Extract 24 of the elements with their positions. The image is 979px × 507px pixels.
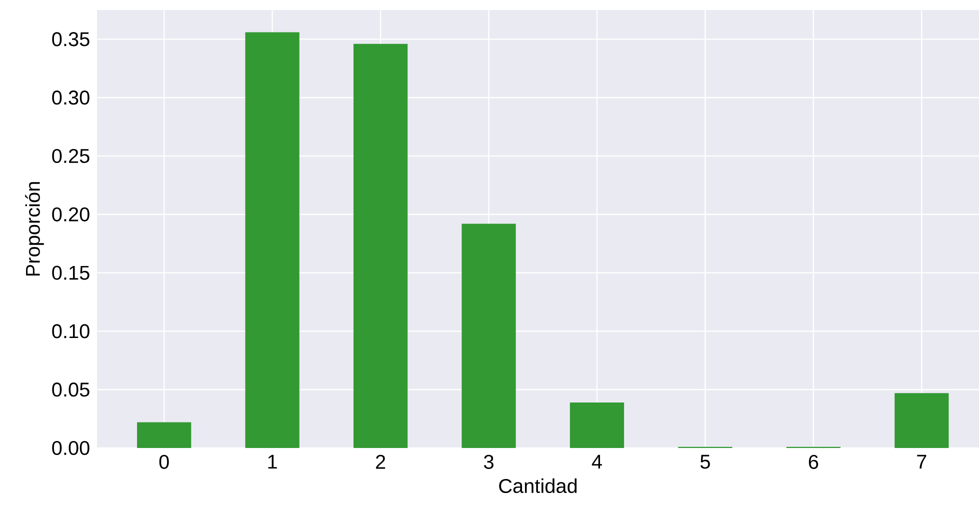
x-tick-label: 1 xyxy=(268,454,277,469)
y-tick-label: 0.25 xyxy=(52,148,90,164)
x-tick-label: 6 xyxy=(808,454,818,469)
x-tick-label: 2 xyxy=(376,454,386,469)
bar xyxy=(570,402,624,448)
bar xyxy=(137,422,192,448)
y-tick-label: 0.20 xyxy=(52,207,90,222)
x-axis-title: Cantidad xyxy=(499,478,577,494)
y-axis-title: Proporción xyxy=(25,182,44,276)
y-tick-label: 0.10 xyxy=(52,324,90,338)
x-tick-label: 0 xyxy=(159,454,169,469)
y-tick-label: 0.15 xyxy=(52,266,90,280)
bar xyxy=(245,32,300,448)
x-tick-label: 4 xyxy=(592,454,602,469)
x-tick-label: 5 xyxy=(700,454,710,469)
y-tick-label: 0.35 xyxy=(52,32,90,46)
y-tick-label: 0.30 xyxy=(52,90,90,105)
x-tick-label: 7 xyxy=(917,454,926,469)
bar xyxy=(353,44,408,448)
y-tick-label: 0.05 xyxy=(52,382,90,397)
y-tick-label: 0.00 xyxy=(52,440,90,456)
x-tick-label: 3 xyxy=(484,454,494,469)
bar xyxy=(462,224,516,448)
bar xyxy=(894,393,949,448)
